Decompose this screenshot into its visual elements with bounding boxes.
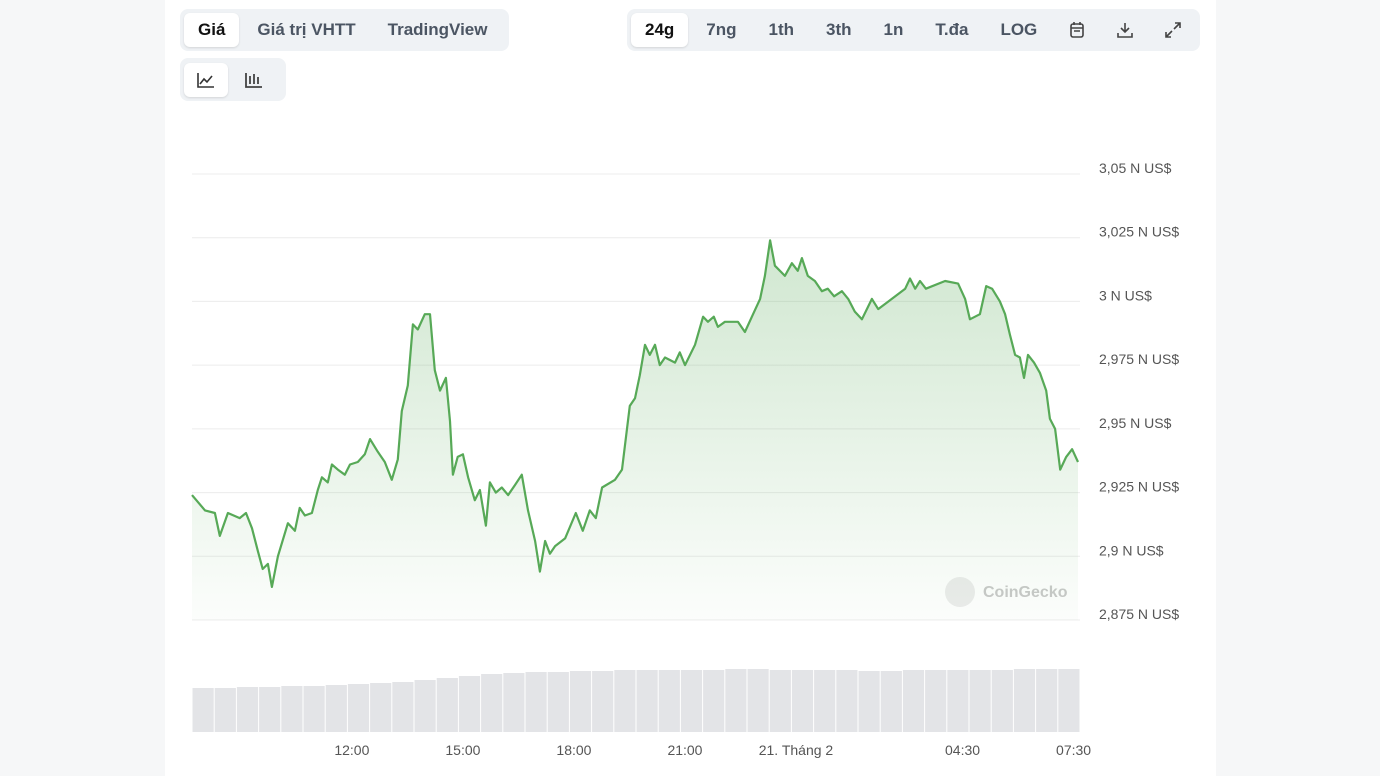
watermark-logo	[945, 577, 975, 607]
volume-bar	[636, 670, 658, 732]
tab-button[interactable]: TradingView	[387, 20, 488, 39]
volume-bar	[880, 671, 902, 732]
watermark: CoinGecko	[983, 584, 1068, 601]
volume-bar	[1058, 669, 1080, 732]
y-tick-label: 3,025 N US$	[1099, 224, 1179, 240]
volume-bar	[991, 670, 1013, 732]
volume-bar	[814, 670, 836, 732]
range-button[interactable]: 7ng	[706, 20, 737, 39]
volume-bar	[414, 680, 436, 732]
price-line	[191, 239, 1079, 588]
volume-bar	[592, 671, 614, 732]
volume-bar	[703, 670, 725, 732]
icon	[1117, 23, 1134, 38]
x-tick-label: 15:00	[445, 742, 480, 758]
range-button[interactable]: T.đa	[935, 20, 969, 39]
volume-bar	[503, 673, 525, 732]
volume-bar	[525, 672, 547, 732]
volume-bar	[259, 687, 281, 732]
volume-bar	[303, 686, 325, 732]
volume-bar	[236, 687, 259, 732]
side-panel	[1216, 0, 1380, 776]
range-button[interactable]: LOG	[1000, 20, 1038, 39]
x-tick-label: 18:00	[556, 742, 591, 758]
volume-bar	[902, 670, 925, 732]
range-group: 24g 7ng 1th 3th 1n T.đa LOG	[627, 9, 1200, 51]
volume-bar	[458, 676, 481, 732]
x-tick-label: 04:30	[945, 742, 980, 758]
range-button[interactable]: 24g	[631, 13, 689, 47]
y-tick-label: 2,95 N US$	[1099, 415, 1172, 431]
volume-bar	[658, 670, 680, 732]
price-area	[192, 240, 1078, 621]
volume-bar	[347, 684, 370, 732]
volume-bar	[281, 686, 303, 732]
volume-bar	[436, 678, 458, 732]
download-button[interactable]	[1103, 13, 1147, 47]
y-tick-label: 2,925 N US$	[1099, 479, 1179, 495]
candle-chart-button[interactable]	[232, 63, 276, 97]
chart-type-group	[180, 58, 286, 101]
volume-bar	[680, 670, 703, 732]
x-tick-label: 21:00	[667, 742, 702, 758]
line-chart-button[interactable]	[184, 62, 228, 97]
x-tick-label: 12:00	[334, 742, 369, 758]
range-button[interactable]: 1th	[768, 20, 795, 39]
x-tick-label: 21. Tháng 2	[759, 742, 834, 758]
volume-bar	[969, 670, 991, 732]
y-tick-label: 2,975 N US$	[1099, 351, 1179, 367]
x-tick-label: 07:30	[1056, 742, 1091, 758]
range-button[interactable]: 1n	[883, 20, 904, 39]
icon	[245, 72, 262, 88]
volume-bar	[325, 685, 347, 732]
volume-bar	[791, 670, 814, 732]
y-tick-label: 3 N US$	[1099, 287, 1152, 303]
tab-group: Giá Giá trị VHTT TradingView	[180, 9, 509, 51]
icon	[1165, 22, 1182, 38]
volume-bar	[947, 670, 969, 732]
volume-bar	[192, 688, 214, 732]
icon	[1070, 22, 1085, 38]
fullscreen-button[interactable]	[1151, 13, 1195, 47]
volume-bar	[614, 670, 636, 732]
volume-bar	[725, 669, 747, 732]
volume-bar	[1036, 669, 1058, 732]
y-tick-label: 2,9 N US$	[1099, 542, 1164, 558]
tab-button[interactable]: Giá trị VHTT	[257, 20, 356, 39]
calendar-button[interactable]	[1055, 13, 1099, 47]
side-panel	[0, 0, 165, 776]
y-tick-label: 3,05 N US$	[1099, 160, 1172, 176]
volume-bar	[214, 688, 236, 732]
volume-bar	[569, 671, 592, 732]
volume-bar	[925, 670, 947, 732]
icon	[197, 72, 214, 88]
range-button[interactable]: 3th	[826, 20, 852, 39]
volume-bar	[1013, 669, 1036, 732]
volume-bar	[836, 670, 858, 732]
tab-button[interactable]: Giá	[184, 13, 240, 47]
volume-bar	[547, 672, 569, 732]
volume-bar	[392, 682, 414, 732]
volume-bar	[858, 671, 880, 732]
volume-bar	[769, 670, 791, 732]
y-tick-label: 2,875 N US$	[1099, 606, 1179, 622]
volume-bar	[370, 683, 392, 732]
volume-bar	[747, 669, 769, 732]
volume-bar	[481, 674, 503, 732]
